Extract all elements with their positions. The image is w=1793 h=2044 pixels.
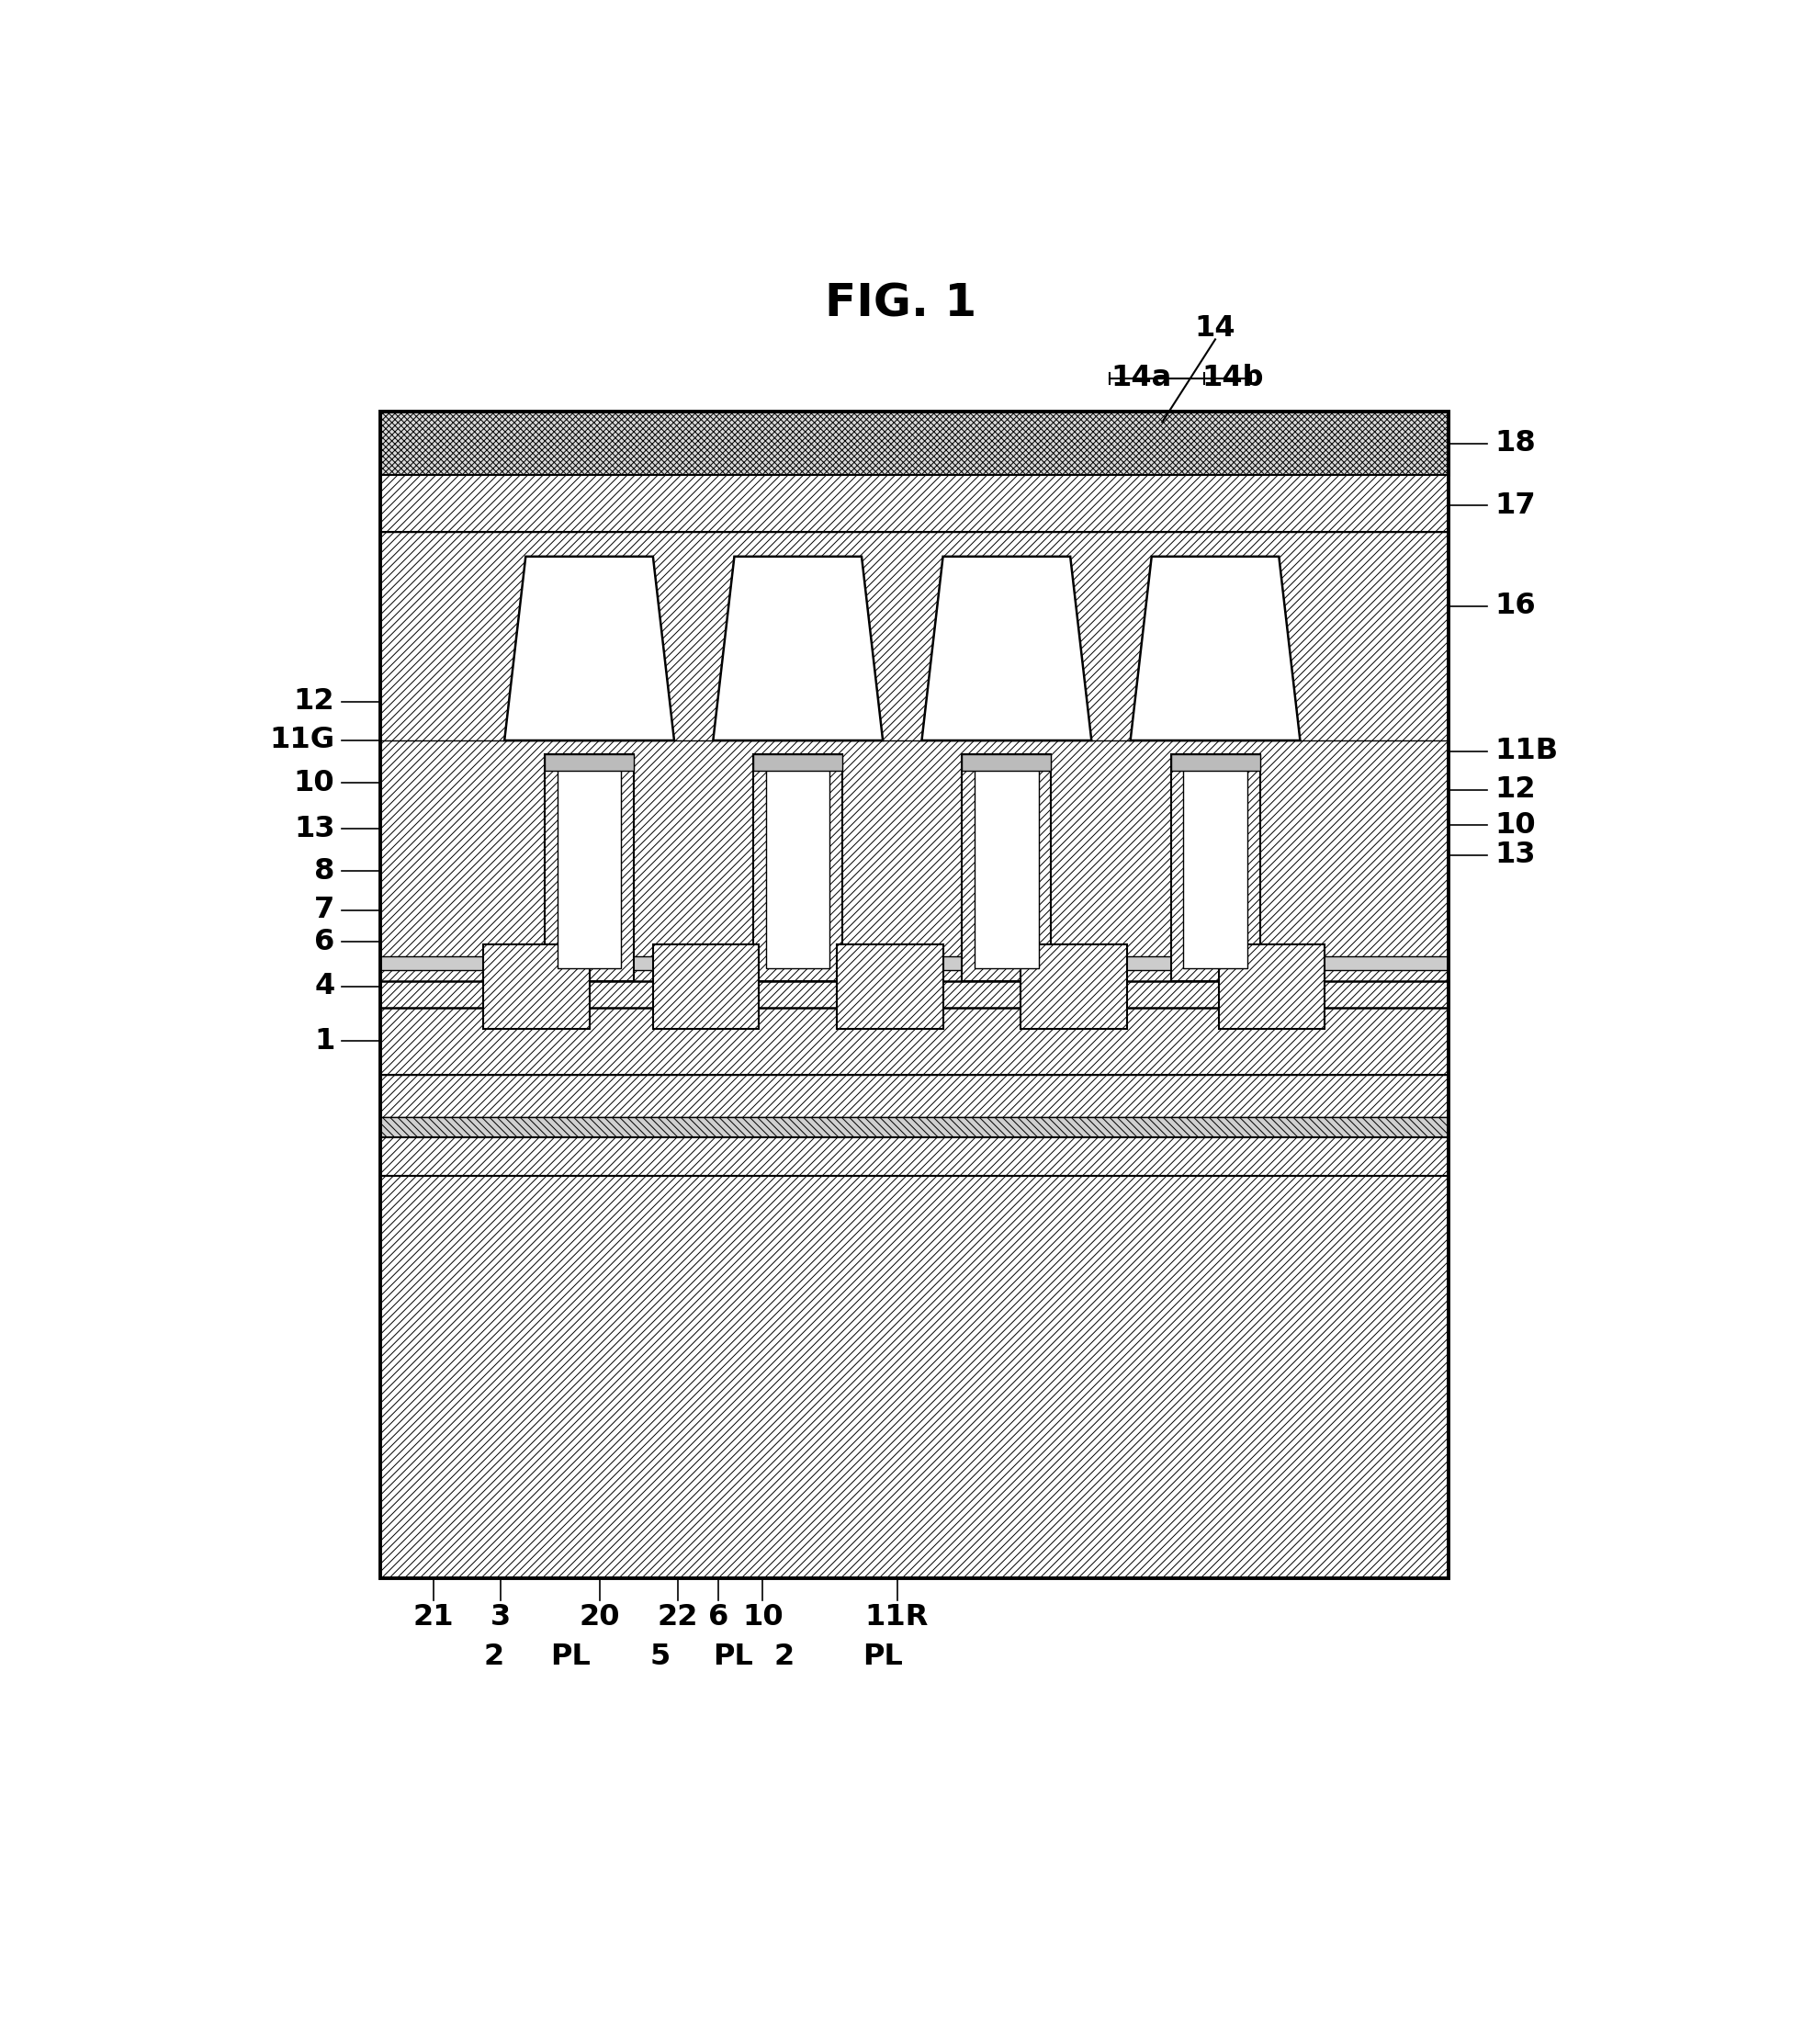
Text: 17: 17 [1495, 491, 1535, 519]
Text: 2: 2 [484, 1641, 504, 1670]
Text: 11B: 11B [1495, 736, 1558, 764]
Bar [653, 944, 758, 1028]
Text: 4: 4 [314, 973, 335, 1002]
Bar [545, 754, 635, 771]
Text: 22: 22 [658, 1602, 697, 1631]
Polygon shape [922, 556, 1092, 740]
Text: 6: 6 [708, 1602, 730, 1631]
Bar [1171, 754, 1260, 771]
Text: FIG. 1: FIG. 1 [825, 282, 977, 325]
Bar [380, 957, 1449, 971]
Text: 7: 7 [314, 895, 335, 924]
Bar [380, 740, 1449, 1010]
Text: PL: PL [550, 1641, 590, 1670]
Text: 14: 14 [1194, 315, 1235, 343]
Text: 13: 13 [1495, 840, 1535, 869]
Text: 8: 8 [314, 856, 335, 885]
Bar [380, 531, 1449, 740]
Text: PL: PL [714, 1641, 753, 1670]
Text: 12: 12 [294, 687, 335, 715]
Text: 14a: 14a [1110, 364, 1171, 392]
Bar [545, 754, 635, 981]
Polygon shape [714, 556, 882, 740]
Text: 12: 12 [1495, 777, 1535, 803]
Bar [380, 411, 1449, 474]
Text: 3: 3 [491, 1602, 511, 1631]
Bar [380, 981, 1449, 1008]
Bar [380, 1136, 1449, 1175]
Bar [766, 766, 830, 969]
Bar [753, 754, 843, 981]
Bar [1020, 944, 1126, 1028]
Bar [837, 944, 943, 1028]
Bar [558, 766, 620, 969]
Text: 20: 20 [579, 1602, 620, 1631]
Text: 11G: 11G [269, 726, 335, 754]
Text: 5: 5 [649, 1641, 671, 1670]
Bar [484, 944, 590, 1028]
Polygon shape [1130, 556, 1300, 740]
Text: 11R: 11R [866, 1602, 929, 1631]
Bar [1183, 766, 1248, 969]
Bar [963, 754, 1051, 981]
Bar [753, 754, 843, 771]
Bar [1171, 754, 1260, 981]
Text: 13: 13 [294, 816, 335, 842]
Text: 6: 6 [314, 928, 335, 957]
Text: 14b: 14b [1201, 364, 1264, 392]
Text: 10: 10 [742, 1602, 784, 1631]
Text: 18: 18 [1495, 429, 1537, 458]
Bar [380, 1175, 1449, 1578]
Bar [380, 1075, 1449, 1118]
Text: 2: 2 [773, 1641, 794, 1670]
Text: 10: 10 [294, 769, 335, 797]
Text: 16: 16 [1495, 593, 1535, 619]
Bar [380, 411, 1449, 1578]
Text: 1: 1 [314, 1026, 335, 1055]
Bar [380, 1118, 1449, 1136]
Text: 10: 10 [1495, 811, 1535, 840]
Text: 21: 21 [412, 1602, 454, 1631]
Bar [380, 474, 1449, 531]
Polygon shape [504, 556, 674, 740]
Bar [1219, 944, 1325, 1028]
Text: PL: PL [862, 1641, 904, 1670]
Bar [380, 1008, 1449, 1075]
Bar [963, 754, 1051, 771]
Bar [975, 766, 1038, 969]
